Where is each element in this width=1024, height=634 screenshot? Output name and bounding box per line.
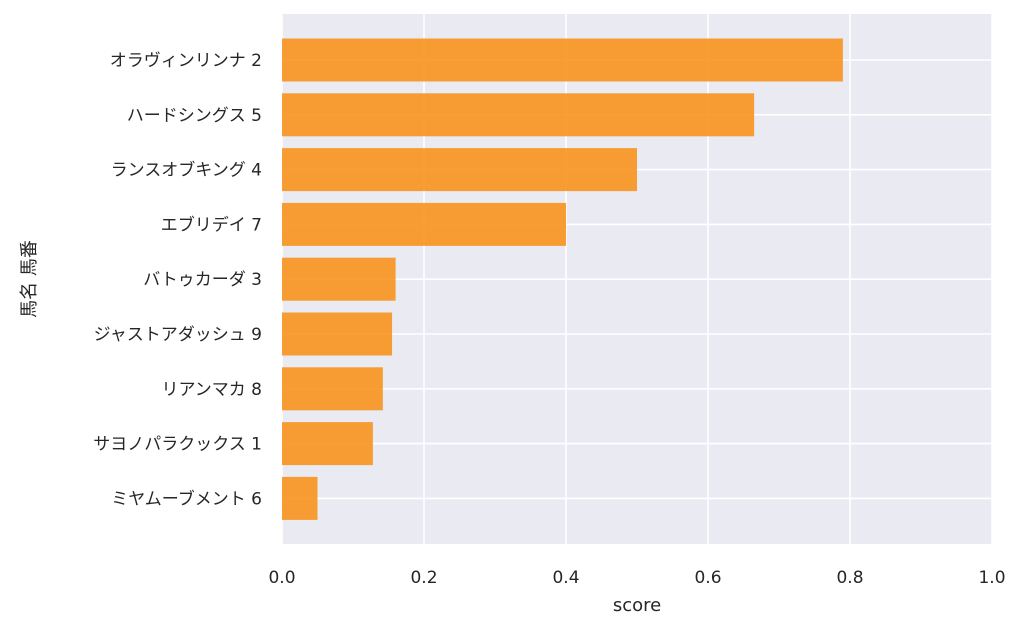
bars: [282, 38, 843, 520]
bar: [282, 312, 393, 356]
bar: [282, 367, 383, 411]
y-category-label: ランスオブキング 4: [111, 160, 262, 181]
x-tick-label: 0.2: [410, 568, 437, 588]
bar: [282, 148, 637, 192]
y-category-label: バトゥカーダ 3: [143, 270, 262, 290]
y-category-label: エブリデイ 7: [161, 214, 262, 235]
x-axis-label: score: [613, 595, 661, 616]
x-tick-label: 0.4: [552, 568, 579, 588]
y-category-label: リアンマカ 8: [161, 380, 262, 400]
bar: [282, 257, 396, 301]
y-category-label: ジャストアダッシュ 9: [94, 325, 262, 345]
bar: [282, 93, 755, 137]
x-tick-label: 0.8: [836, 568, 863, 588]
bar: [282, 38, 843, 82]
x-tick-label: 0.6: [694, 568, 721, 588]
y-category-label: サヨノパラクックス 1: [93, 435, 262, 455]
bar: [282, 422, 373, 466]
bar: [282, 202, 566, 246]
x-tick-label: 0.0: [268, 568, 295, 588]
y-category-label: オラヴィンリンナ 2: [110, 51, 262, 71]
x-tick-labels: 0.0 0.2 0.4 0.6 0.8 1.0: [268, 568, 1005, 588]
y-axis-label: 馬名 馬番: [19, 240, 40, 318]
y-category-label: ハードシングス 5: [127, 106, 262, 126]
x-tick-label: 1.0: [978, 568, 1005, 588]
y-category-label: ミヤムーブメント 6: [111, 488, 262, 509]
bar: [282, 476, 318, 520]
y-category-labels: オラヴィンリンナ 2 ハードシングス 5 ランスオブキング 4 エブリデイ 7 バトゥカ…: [93, 51, 262, 509]
